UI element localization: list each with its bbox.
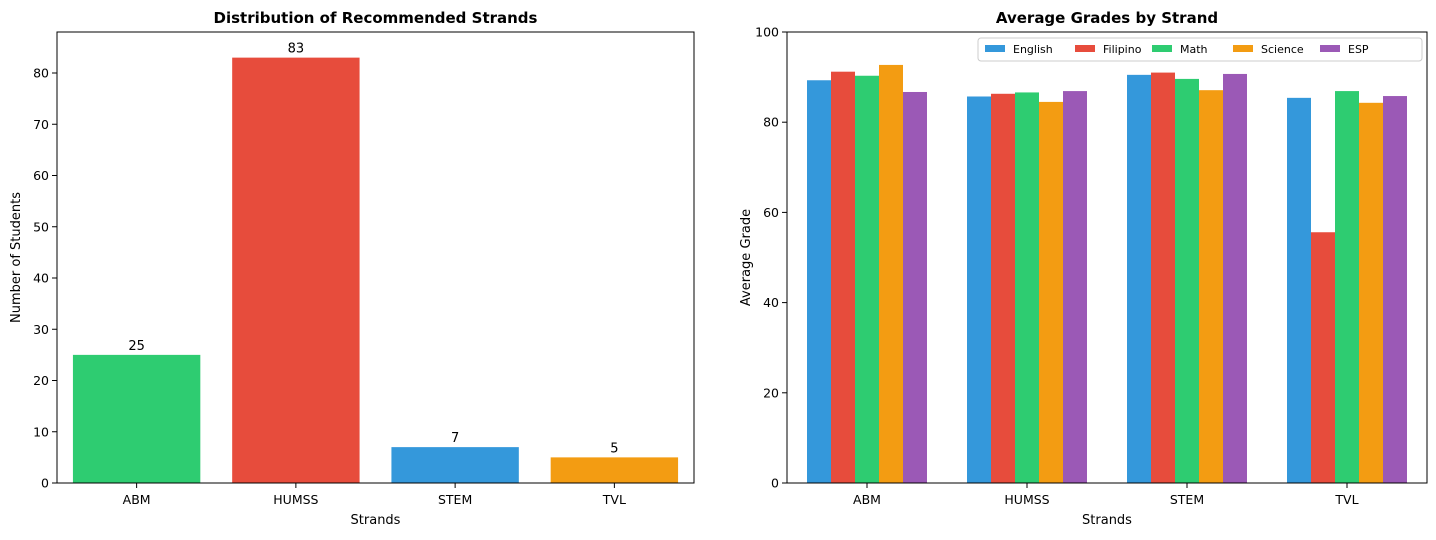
legend-label: Math <box>1180 43 1208 56</box>
bar-science-humss <box>1039 101 1063 483</box>
x-tick-label: HUMSS <box>1004 492 1049 507</box>
x-axis-label: Strands <box>351 513 401 528</box>
bar-filipino-tvl <box>1311 232 1335 483</box>
legend-label: ESP <box>1348 43 1369 56</box>
x-axis-label: Strands <box>1082 513 1132 528</box>
bar-filipino-humss <box>991 93 1015 484</box>
y-tick-label: 100 <box>755 25 779 40</box>
x-tick-label: STEM <box>438 492 472 507</box>
bar-esp-tvl <box>1383 96 1407 484</box>
y-tick-label: 70 <box>33 117 49 132</box>
y-tick-label: 10 <box>33 424 49 439</box>
legend-box <box>977 37 1423 62</box>
x-tick-label: HUMSS <box>273 492 318 507</box>
bar-english-abm <box>807 80 831 483</box>
data-label: 25 <box>128 339 145 354</box>
legend-label: Science <box>1261 43 1304 56</box>
legend-swatch <box>1233 45 1253 52</box>
bar-abm <box>72 354 201 483</box>
plot-frame <box>786 31 1428 484</box>
y-tick-label: 30 <box>33 322 49 337</box>
bar-tvl <box>550 457 679 483</box>
bar-science-abm <box>879 64 903 483</box>
bar-esp-stem <box>1223 73 1247 484</box>
y-axis-label: Number of Students <box>9 192 24 323</box>
y-tick-label: 80 <box>763 115 779 130</box>
y-axis-label: Average Grade <box>739 209 754 306</box>
bar-math-humss <box>1015 92 1039 484</box>
y-tick-label: 40 <box>763 295 779 310</box>
bar-english-humss <box>967 96 991 484</box>
y-tick-label: 80 <box>33 66 49 81</box>
data-label: 83 <box>288 42 305 57</box>
bar-math-abm <box>855 75 879 483</box>
bar-math-tvl <box>1335 91 1359 484</box>
bar-humss <box>232 57 360 483</box>
data-label: 5 <box>610 441 618 456</box>
bar-english-tvl <box>1287 97 1311 483</box>
legend-swatch <box>1152 45 1172 52</box>
bar-filipino-stem <box>1151 72 1175 483</box>
legend-label: Filipino <box>1103 43 1142 56</box>
y-tick-label: 40 <box>33 271 49 286</box>
legend-swatch <box>1320 45 1340 52</box>
x-tick-label: TVL <box>602 492 626 507</box>
legend-swatch <box>985 45 1005 52</box>
x-tick-label: ABM <box>853 492 881 507</box>
x-tick-label: STEM <box>1170 492 1204 507</box>
y-tick-label: 0 <box>41 476 49 491</box>
y-tick-label: 60 <box>33 168 49 183</box>
legend: English Filipino Math Science ESP <box>977 37 1423 62</box>
bar-stem <box>391 447 519 483</box>
x-tick-label: TVL <box>1334 492 1358 507</box>
chart-title: Average Grades by Strand <box>996 9 1218 27</box>
chart-title: Distribution of Recommended Strands <box>214 9 538 27</box>
y-tick-label: 50 <box>33 219 49 234</box>
y-tick-label: 20 <box>33 373 49 388</box>
bar-math-stem <box>1175 78 1199 484</box>
bar-esp-humss <box>1063 91 1087 484</box>
legend-label: English <box>1013 43 1053 56</box>
bar-science-stem <box>1199 90 1223 483</box>
x-tick-label: ABM <box>123 492 151 507</box>
bar-science-tvl <box>1359 102 1383 483</box>
bar-english-stem <box>1127 74 1151 483</box>
legend-swatch <box>1075 45 1095 52</box>
bar-esp-abm <box>903 91 927 483</box>
bar-filipino-abm <box>831 71 855 484</box>
strand-distribution-chart: 0 10 20 30 40 50 60 70 80 ABM HUMSS STEM TVL Distribu… <box>9 9 695 528</box>
y-tick-label: 60 <box>763 205 779 220</box>
y-tick-label: 0 <box>771 476 779 491</box>
y-tick-label: 20 <box>763 385 779 400</box>
average-grades-chart: 0 20 40 60 80 100 ABM HUMSS STEM TVL Average Grade… <box>739 9 1428 528</box>
plot-frame <box>56 31 695 484</box>
data-label: 7 <box>451 431 459 446</box>
